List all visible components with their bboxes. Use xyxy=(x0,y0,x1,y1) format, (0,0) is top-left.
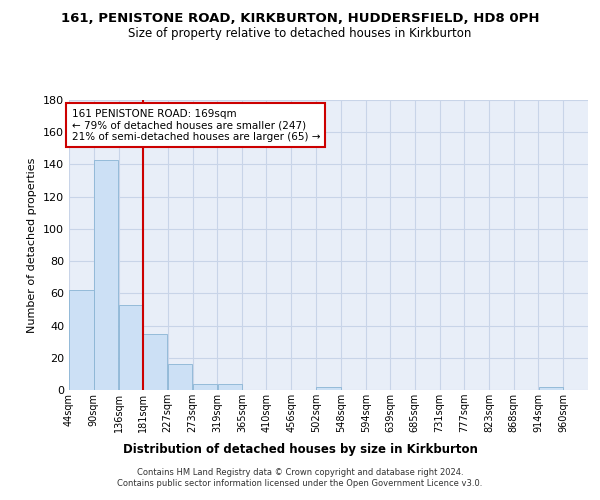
Text: 161, PENISTONE ROAD, KIRKBURTON, HUDDERSFIELD, HD8 0PH: 161, PENISTONE ROAD, KIRKBURTON, HUDDERS… xyxy=(61,12,539,26)
Bar xyxy=(168,364,192,390)
Bar xyxy=(69,290,94,390)
Bar xyxy=(316,387,341,390)
Bar xyxy=(218,384,242,390)
Y-axis label: Number of detached properties: Number of detached properties xyxy=(28,158,37,332)
Text: 161 PENISTONE ROAD: 169sqm
← 79% of detached houses are smaller (247)
21% of sem: 161 PENISTONE ROAD: 169sqm ← 79% of deta… xyxy=(71,108,320,142)
Text: Size of property relative to detached houses in Kirkburton: Size of property relative to detached ho… xyxy=(128,28,472,40)
Bar xyxy=(193,384,217,390)
Bar xyxy=(94,160,118,390)
Bar xyxy=(143,334,167,390)
Text: Contains HM Land Registry data © Crown copyright and database right 2024.
Contai: Contains HM Land Registry data © Crown c… xyxy=(118,468,482,487)
Text: Distribution of detached houses by size in Kirkburton: Distribution of detached houses by size … xyxy=(122,442,478,456)
Bar xyxy=(119,304,143,390)
Bar xyxy=(539,387,563,390)
